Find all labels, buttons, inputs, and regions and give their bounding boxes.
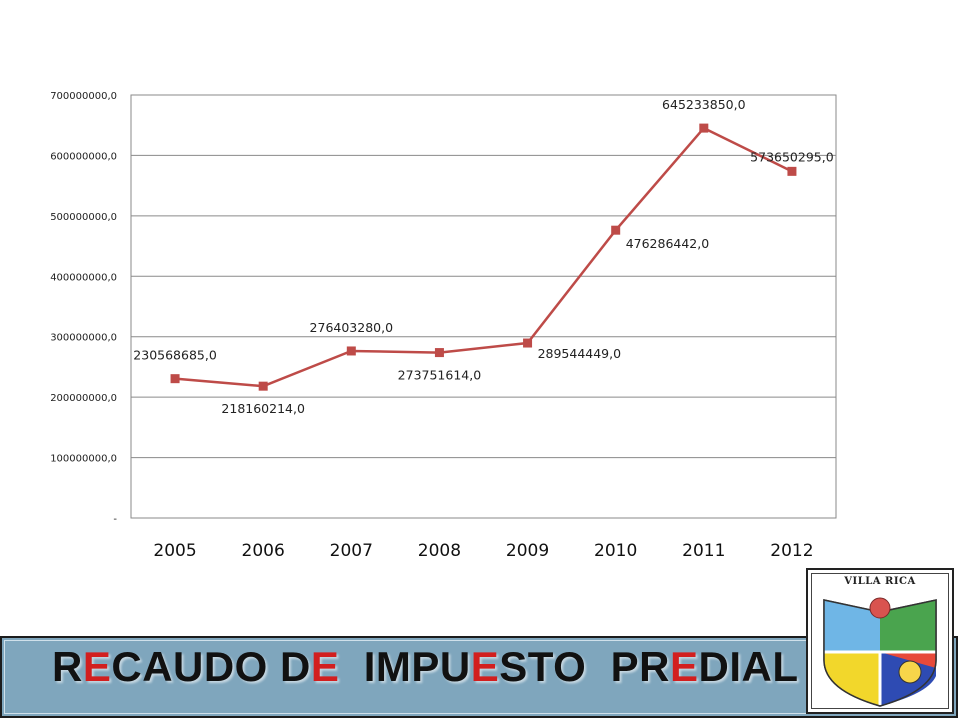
data-label: 573650295,0 xyxy=(750,149,834,164)
x-tick-label: 2005 xyxy=(153,541,196,561)
data-label: 218160214,0 xyxy=(221,401,305,416)
axes xyxy=(130,94,837,519)
x-tick-label: 2008 xyxy=(418,541,461,561)
y-tick-label: 700000000,0 xyxy=(50,91,117,102)
title-segment: E xyxy=(310,643,340,690)
title-segment: CAUDO D xyxy=(111,643,311,690)
data-label: 289544449,0 xyxy=(538,346,622,361)
data-point xyxy=(787,166,797,176)
data-point xyxy=(258,381,268,391)
coat-of-arms-icon xyxy=(823,597,937,707)
data-point xyxy=(699,123,709,133)
data-label: 230568685,0 xyxy=(133,348,217,363)
line-chart: - 100000000,0 200000000,0 300000000,0 400000… xyxy=(50,91,837,561)
y-tick-label: 500000000,0 xyxy=(50,212,117,223)
y-tick-label: 600000000,0 xyxy=(50,151,117,162)
title-segment: STO PR xyxy=(499,643,670,690)
y-tick-labels: - 100000000,0 200000000,0 300000000,0 400000… xyxy=(50,91,117,525)
y-tick-label: - xyxy=(113,514,117,525)
villa-rica-logo: VILLA RICA xyxy=(806,568,954,714)
x-tick-label: 2006 xyxy=(242,541,285,561)
x-tick-label: 2009 xyxy=(506,541,549,561)
title-segment: IMPU xyxy=(339,643,471,690)
data-point xyxy=(611,225,621,235)
data-point xyxy=(523,338,533,348)
data-point xyxy=(434,348,444,358)
title-bar xyxy=(0,636,958,718)
y-tick-label: 200000000,0 xyxy=(50,393,117,404)
data-point xyxy=(170,374,180,384)
series xyxy=(170,123,797,391)
y-tick-label: 100000000,0 xyxy=(50,454,117,465)
x-tick-label: 2010 xyxy=(594,541,637,561)
slide-title: RECAUDO DE IMPUESTO PREDIAL xyxy=(52,643,799,691)
title-segment: R xyxy=(52,643,83,690)
series-line xyxy=(174,126,793,388)
data-label: 276403280,0 xyxy=(310,320,394,335)
title-segment: E xyxy=(82,643,112,690)
logo-text: VILLA RICA xyxy=(844,576,916,587)
plot-frame xyxy=(130,94,837,519)
x-tick-label: 2007 xyxy=(330,541,373,561)
data-label: 645233850,0 xyxy=(662,97,746,112)
x-tick-labels: 2005 2006 2007 2008 2009 2010 2011 2012 xyxy=(153,541,813,561)
data-labels: 230568685,0 218160214,0 276403280,0 2737516… xyxy=(133,97,833,416)
y-tick-label: 300000000,0 xyxy=(50,333,117,344)
title-segment: E xyxy=(670,643,699,690)
title-segment: DIAL xyxy=(698,643,799,690)
data-label: 476286442,0 xyxy=(626,236,710,251)
x-tick-label: 2011 xyxy=(682,541,725,561)
x-tick-label: 2012 xyxy=(770,541,813,561)
title-segment: E xyxy=(470,643,500,690)
data-label: 273751614,0 xyxy=(398,368,482,383)
y-tick-label: 400000000,0 xyxy=(50,272,117,283)
data-point xyxy=(346,346,356,356)
